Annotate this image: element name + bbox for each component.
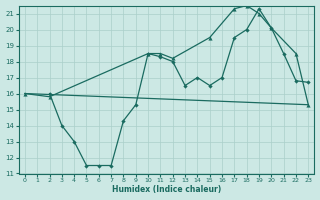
X-axis label: Humidex (Indice chaleur): Humidex (Indice chaleur) [112,185,221,194]
